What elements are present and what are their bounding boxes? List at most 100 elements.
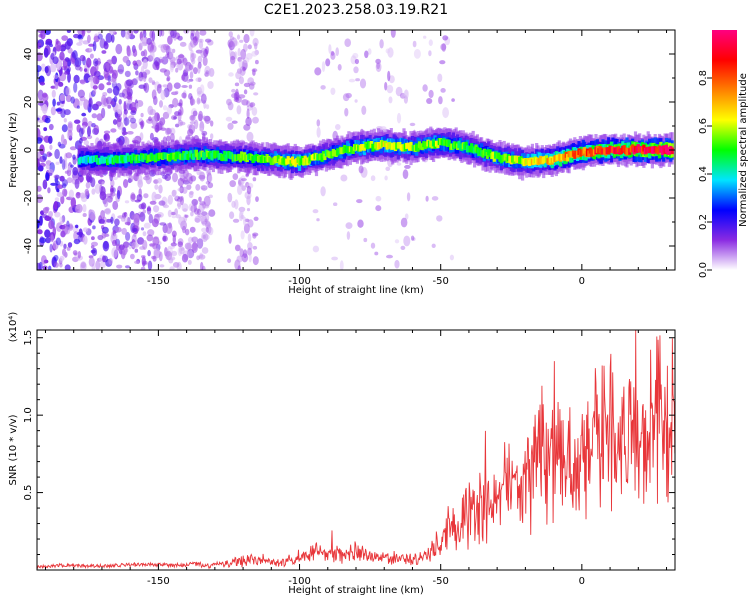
spectrogram-x-axis-label: Height of straight line (km): [288, 285, 424, 296]
ridge-cell: [223, 150, 227, 158]
noise-blob: [79, 54, 86, 62]
noise-blob: [248, 83, 255, 90]
noise-blob: [88, 257, 95, 267]
noise-blob: [190, 175, 197, 182]
noise-blob: [200, 261, 204, 270]
noise-blob: [177, 119, 183, 127]
noise-blob: [45, 172, 50, 181]
noise-blob: [440, 88, 446, 93]
noise-blob: [110, 128, 117, 133]
noise-blob: [321, 61, 326, 72]
noise-blob: [45, 41, 53, 46]
noise-blob: [370, 242, 376, 249]
noise-blob: [195, 77, 202, 82]
noise-blob: [101, 226, 109, 234]
noise-blob: [180, 195, 184, 206]
noise-blob: [344, 107, 349, 117]
noise-blob: [442, 35, 449, 41]
noise-blob: [178, 216, 186, 226]
noise-blob: [91, 236, 95, 241]
noise-blob: [170, 61, 178, 66]
noise-blob: [100, 210, 105, 220]
spectrogram-ridge-layer: [77, 126, 674, 181]
noise-blob: [83, 235, 88, 245]
noise-blob: [394, 239, 400, 244]
noise-blob: [410, 235, 415, 241]
noise-blob: [404, 89, 408, 98]
noise-blob: [185, 228, 190, 236]
noise-blob: [438, 96, 443, 105]
noise-blob: [49, 243, 53, 253]
noise-blob: [133, 213, 140, 224]
noise-blob: [37, 117, 40, 121]
noise-blob: [90, 213, 96, 221]
noise-blob: [177, 187, 185, 192]
noise-blob: [117, 64, 125, 75]
noise-blob: [126, 131, 134, 135]
noise-blob: [339, 260, 344, 270]
noise-blob: [154, 213, 162, 218]
noise-blob: [199, 84, 205, 94]
noise-blob: [146, 205, 152, 215]
noise-blob: [187, 128, 194, 137]
noise-blob: [188, 191, 194, 199]
noise-blob: [204, 65, 211, 77]
noise-blob: [70, 164, 74, 168]
noise-blob: [37, 65, 42, 73]
noise-blob: [82, 227, 89, 232]
noise-blob: [236, 105, 242, 115]
noise-blob: [160, 127, 167, 131]
noise-blob: [54, 81, 59, 90]
noise-blob: [402, 169, 409, 180]
noise-blob: [64, 40, 72, 50]
noise-blob: [134, 248, 139, 253]
noise-blob: [114, 218, 120, 226]
noise-blob: [137, 237, 145, 245]
noise-blob: [105, 96, 113, 105]
noise-blob: [106, 195, 113, 203]
noise-blob: [404, 213, 409, 220]
noise-blob: [400, 217, 408, 228]
noise-blob: [72, 166, 79, 176]
noise-blob: [105, 218, 113, 223]
noise-blob: [99, 261, 106, 269]
noise-blob: [167, 245, 175, 250]
noise-blob: [65, 152, 73, 159]
noise-blob: [123, 179, 129, 188]
noise-blob: [403, 235, 411, 247]
noise-blob: [130, 193, 136, 200]
noise-blob: [237, 265, 242, 270]
noise-blob: [57, 141, 62, 147]
noise-blob: [153, 205, 160, 213]
x-tick-label: -100: [288, 276, 311, 287]
noise-blob: [56, 188, 60, 193]
noise-blob: [333, 202, 338, 206]
noise-blob: [227, 122, 234, 130]
noise-blob: [375, 205, 382, 212]
noise-blob: [124, 31, 131, 40]
noise-blob: [130, 121, 138, 129]
noise-blob: [203, 195, 211, 207]
noise-blob: [124, 200, 130, 204]
noise-blob: [74, 178, 80, 189]
spectrogram-y-ticks: -40 -20 0 20 40: [23, 29, 675, 271]
noise-blob: [103, 241, 109, 250]
noise-blob: [59, 175, 65, 182]
noise-blob: [125, 231, 131, 241]
noise-blob: [161, 56, 169, 65]
noise-blob: [198, 110, 204, 122]
noise-blob: [182, 57, 188, 66]
noise-blob: [44, 229, 51, 238]
noise-blob: [42, 179, 48, 190]
noise-blob: [406, 192, 411, 202]
noise-blob: [92, 127, 99, 135]
noise-blob: [140, 120, 145, 128]
noise-blob: [178, 170, 186, 174]
noise-blob: [151, 191, 157, 203]
noise-blob: [119, 249, 123, 255]
noise-blob: [251, 50, 258, 57]
noise-blob: [86, 57, 92, 68]
noise-blob: [158, 200, 166, 206]
noise-blob: [44, 117, 51, 124]
noise-blob: [158, 251, 163, 262]
